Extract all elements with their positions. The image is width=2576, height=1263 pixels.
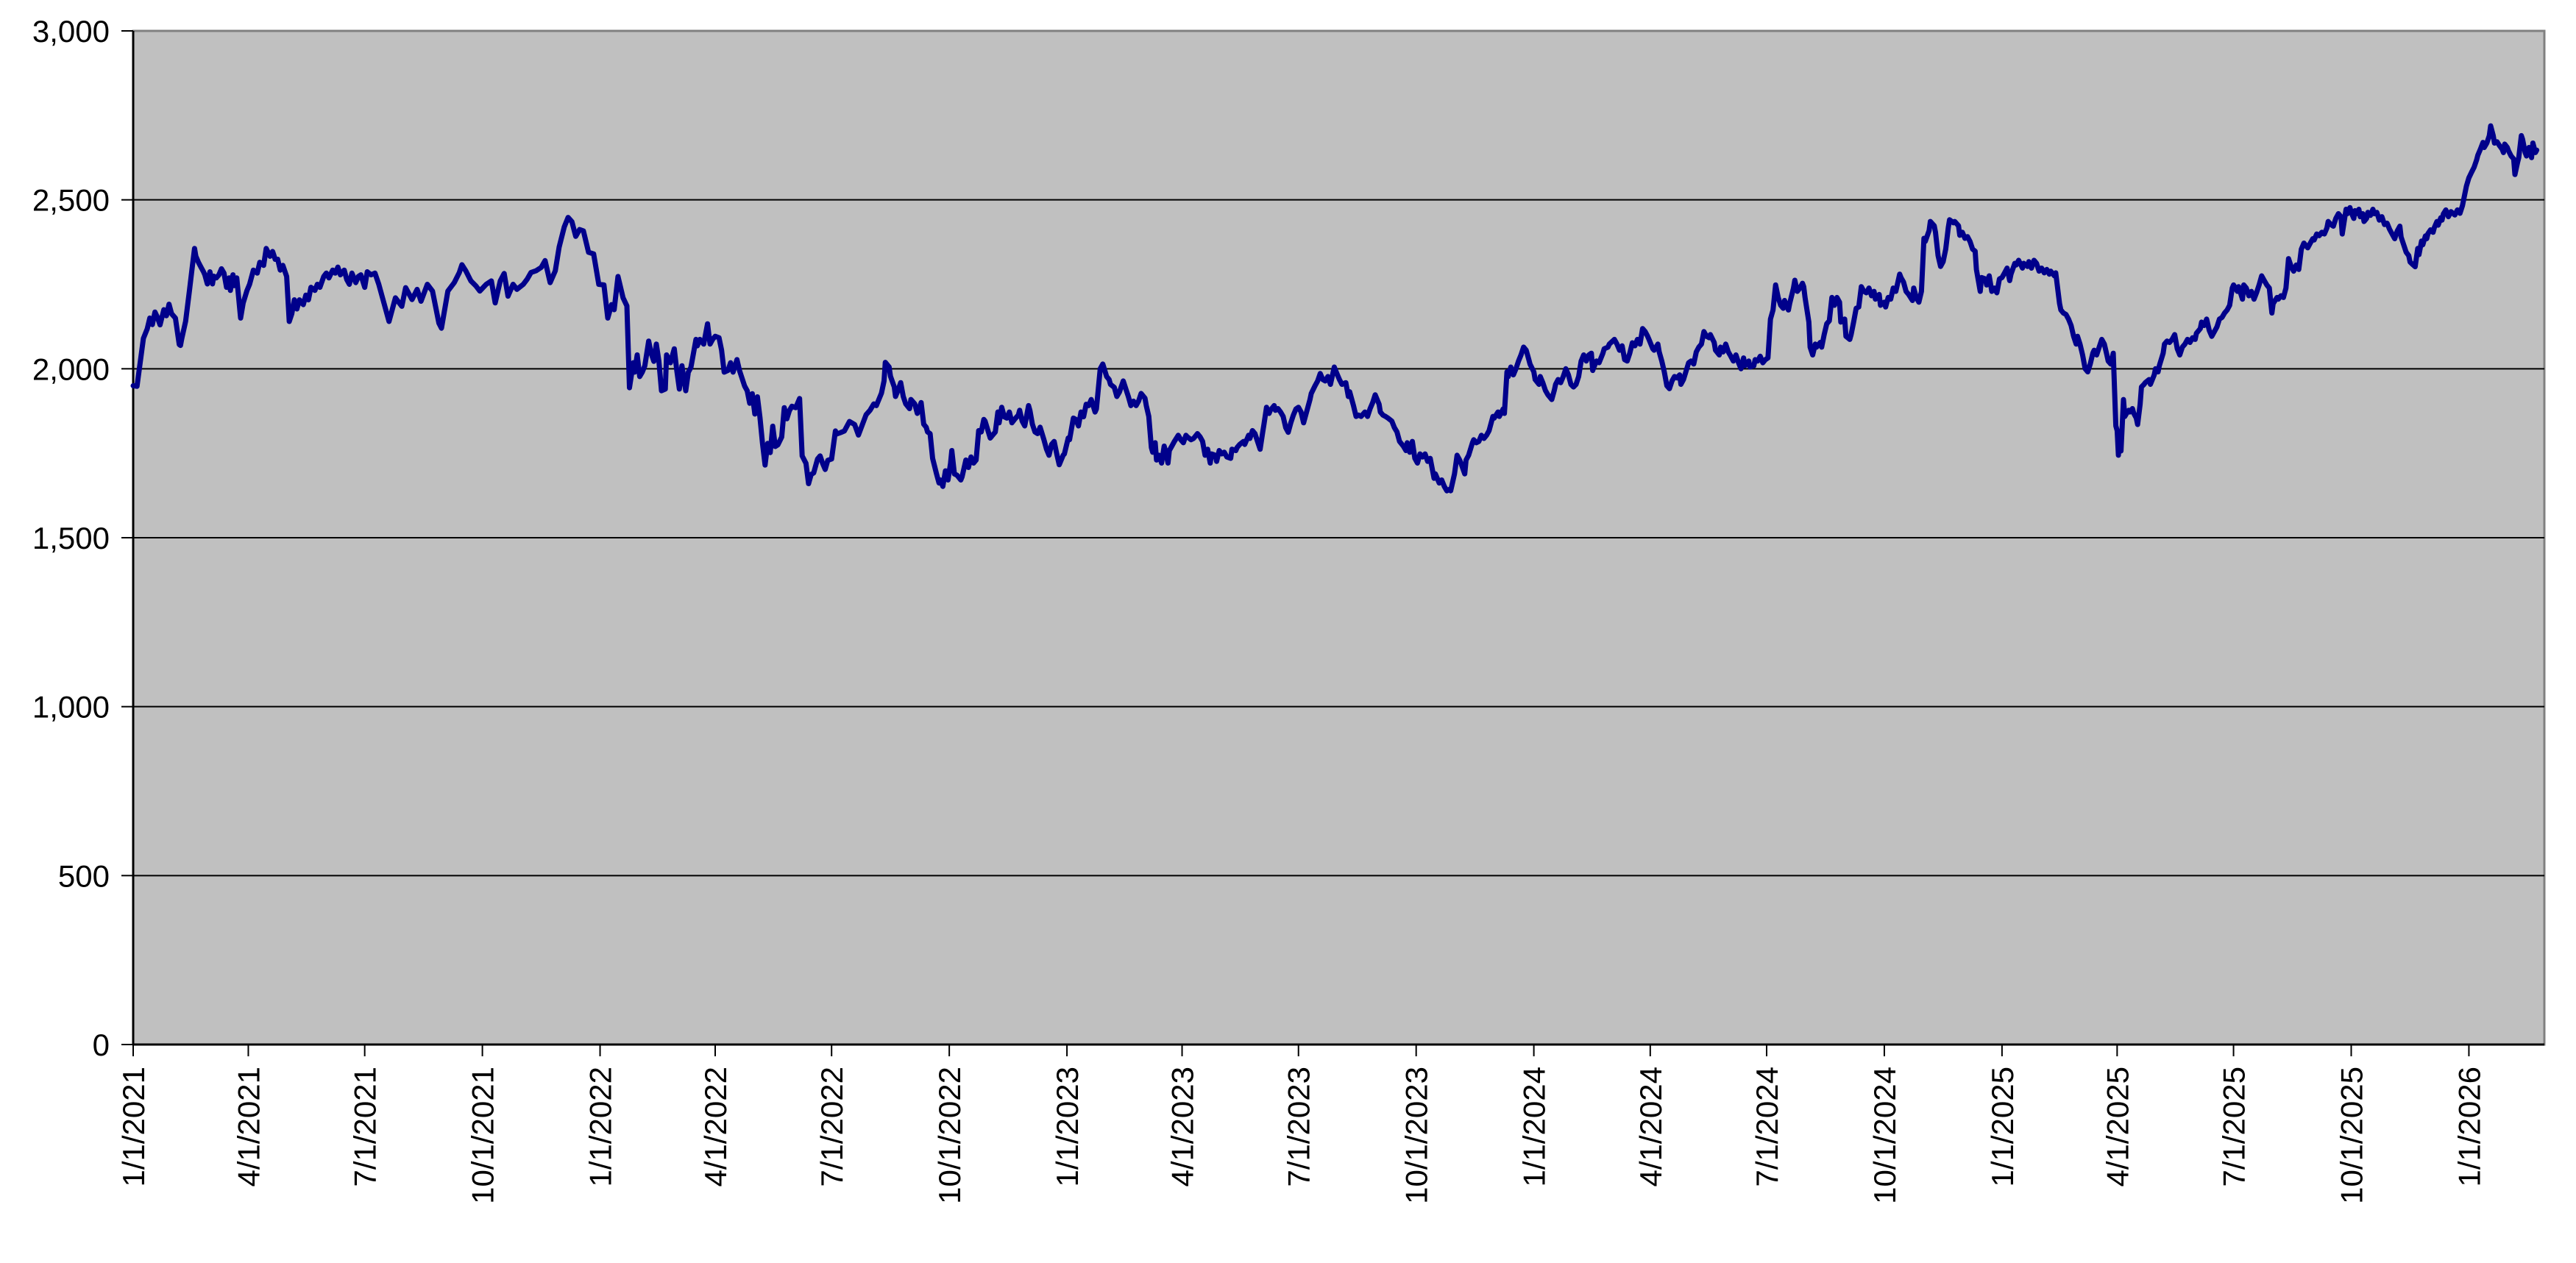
y-tick-label: 2,500 bbox=[32, 183, 110, 218]
x-tick-label: 1/1/2021 bbox=[116, 1067, 151, 1187]
x-tick-label: 7/1/2021 bbox=[348, 1067, 383, 1187]
x-tick-label: 1/1/2025 bbox=[1985, 1067, 2020, 1187]
x-tick-label: 7/1/2024 bbox=[1750, 1067, 1784, 1187]
x-tick-label: 4/1/2025 bbox=[2100, 1067, 2135, 1187]
x-tick-label: 10/1/2021 bbox=[466, 1067, 500, 1204]
x-tick-label: 10/1/2025 bbox=[2334, 1067, 2369, 1204]
y-tick-label: 2,000 bbox=[32, 352, 110, 386]
x-tick-label: 1/1/2022 bbox=[583, 1067, 618, 1187]
x-tick-label: 4/1/2023 bbox=[1165, 1067, 1200, 1187]
x-tick-label: 4/1/2021 bbox=[231, 1067, 266, 1187]
x-tick-label: 1/1/2026 bbox=[2452, 1067, 2486, 1187]
x-tick-label: 4/1/2022 bbox=[698, 1067, 733, 1187]
x-tick-label: 7/1/2022 bbox=[815, 1067, 849, 1187]
x-axis-labels: 1/1/2021 4/1/2021 7/1/2021 10/1/2021 1/1/202… bbox=[116, 1045, 2486, 1204]
y-tick-label: 1,000 bbox=[32, 690, 110, 725]
y-tick-label: 0 bbox=[93, 1028, 110, 1062]
data-line-series bbox=[130, 123, 2540, 494]
y-axis-labels: 0 500 1,000 1,500 2,000 2,500 3,000 bbox=[32, 14, 133, 1062]
x-tick-label: 10/1/2022 bbox=[932, 1067, 967, 1204]
x-tick-label: 7/1/2025 bbox=[2217, 1067, 2252, 1187]
gridlines bbox=[133, 199, 2544, 877]
x-tick-label: 10/1/2023 bbox=[1399, 1067, 1434, 1204]
y-tick-label: 1,500 bbox=[32, 521, 110, 555]
x-tick-label: 10/1/2024 bbox=[1867, 1067, 1902, 1204]
x-tick-label: 4/1/2024 bbox=[1633, 1067, 1668, 1187]
x-tick-label: 1/1/2023 bbox=[1050, 1067, 1085, 1187]
x-tick-label: 7/1/2023 bbox=[1282, 1067, 1316, 1187]
y-tick-label: 3,000 bbox=[32, 14, 110, 49]
x-tick-label: 1/1/2024 bbox=[1517, 1067, 1552, 1187]
y-tick-label: 500 bbox=[58, 858, 110, 893]
